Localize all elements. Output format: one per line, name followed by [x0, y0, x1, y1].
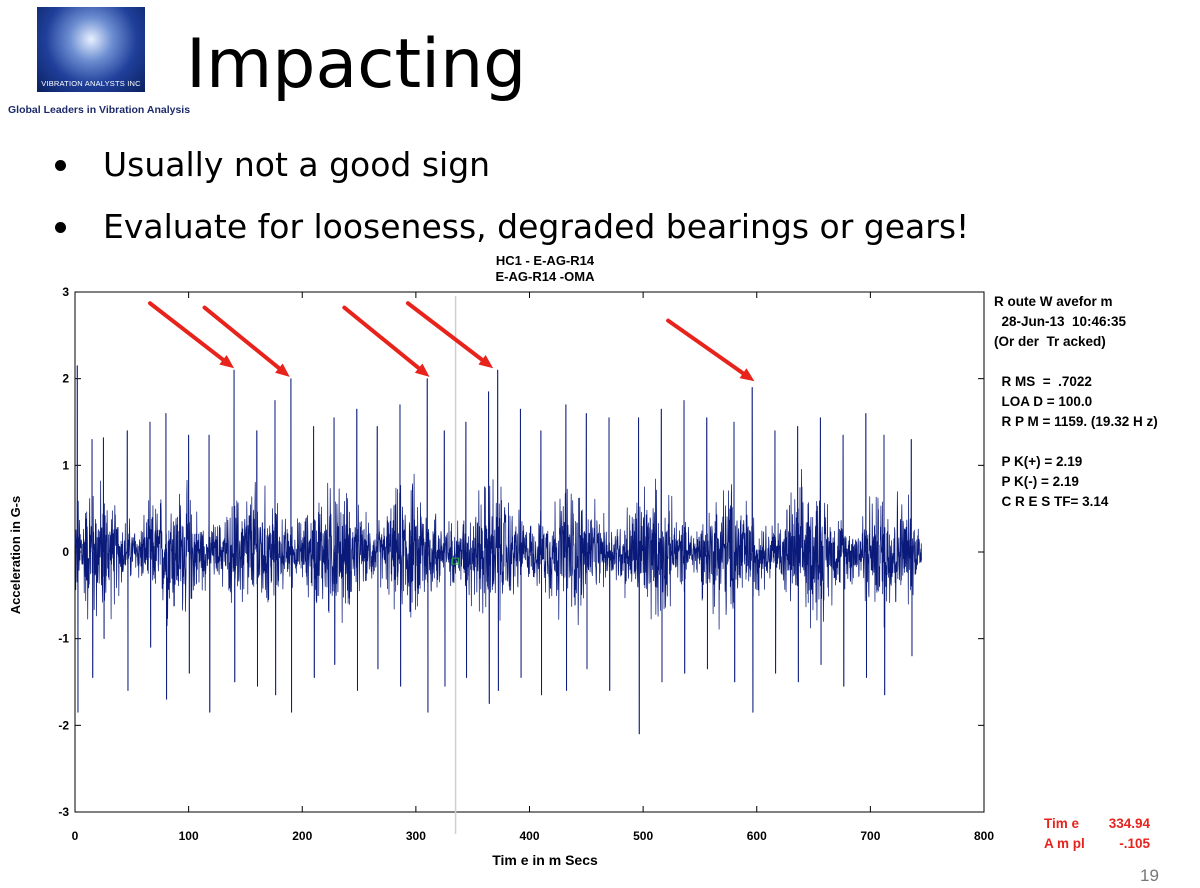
arrow-shaft	[342, 305, 421, 371]
chart-title-line: E-AG-R14 -OMA	[496, 269, 596, 284]
y-tick-label: 3	[62, 285, 69, 299]
x-tick-label: 600	[747, 829, 767, 843]
x-tick-label: 800	[974, 829, 994, 843]
y-tick-label: 1	[62, 458, 69, 472]
bullet-dot-icon	[55, 222, 66, 233]
y-axis-label: Acceleration in G-s	[8, 496, 23, 614]
arrow-head	[739, 368, 755, 382]
y-tick-label: -1	[58, 632, 69, 646]
slide-title: Impacting	[186, 25, 527, 104]
y-tick-label: 0	[62, 545, 69, 559]
chart-title-line: HC1 - E-AG-R14	[496, 253, 595, 268]
y-tick-label: 2	[62, 372, 69, 386]
arrow-head	[275, 363, 290, 377]
y-tick-label: -2	[58, 718, 69, 732]
cursor-readout-label: Tim e	[1044, 816, 1080, 831]
info-panel-line: (Or der Tr acked)	[994, 334, 1106, 349]
arrow-shaft	[666, 318, 746, 376]
y-axis: 3 2 1 0 -1 -2 -3	[58, 285, 984, 819]
red-arrow-icon	[147, 301, 235, 369]
info-panel-line: P K(+) = 2.19	[994, 454, 1082, 469]
impact-arrows	[147, 301, 755, 382]
x-tick-label: 300	[406, 829, 426, 843]
info-panel-line: R P M = 1159. (19.32 H z)	[994, 414, 1158, 429]
x-tick-label: 0	[72, 829, 79, 843]
x-tick-label: 200	[292, 829, 312, 843]
bullet-text: Usually not a good sign	[103, 145, 491, 184]
info-panel: R oute W avefor m 28-Jun-13 10:46:35 (Or …	[994, 294, 1158, 509]
arrow-head	[478, 355, 494, 369]
x-tick-label: 400	[519, 829, 539, 843]
info-panel-line: LOA D = 100.0	[994, 394, 1092, 409]
red-arrow-icon	[666, 318, 755, 382]
bullet-text: Evaluate for looseness, degraded bearing…	[103, 207, 970, 246]
arrow-head	[219, 354, 235, 369]
info-panel-line: R oute W avefor m	[994, 294, 1113, 309]
red-arrow-icon	[342, 305, 430, 377]
logo-name: VIBRATION ANALYSTS INC	[41, 79, 141, 88]
cursor-readout-value: -.105	[1119, 836, 1150, 851]
x-tick-label: 100	[179, 829, 199, 843]
arrow-head	[414, 363, 430, 377]
x-axis: 0 100 200 300 400 500 600 700 800	[72, 292, 994, 843]
cursor-marker	[452, 557, 460, 565]
page-number: 19	[1140, 866, 1159, 885]
info-panel-line: R MS = .7022	[994, 374, 1092, 389]
bullet-dot-icon	[55, 160, 66, 171]
arrow-shaft	[405, 301, 485, 362]
y-tick-label: -3	[58, 805, 69, 819]
red-arrow-icon	[405, 301, 494, 369]
cursor-readout-label: A m pl	[1044, 836, 1085, 851]
x-tick-label: 700	[860, 829, 880, 843]
info-panel-line: P K(-) = 2.19	[994, 474, 1079, 489]
company-logo: VIBRATION ANALYSTS INC	[37, 7, 145, 92]
red-arrow-icon	[202, 305, 290, 377]
info-panel-line: C R E S TF= 3.14	[994, 494, 1109, 509]
x-tick-label: 500	[633, 829, 653, 843]
x-axis-label: Tim e in m Secs	[492, 852, 598, 868]
company-tagline: Global Leaders in Vibration Analysis	[8, 104, 191, 116]
arrow-shaft	[202, 305, 281, 371]
arrow-shaft	[147, 301, 225, 362]
cursor-readout-value: 334.94	[1109, 816, 1151, 831]
cursor-readout: Tim e 334.94 A m pl -.105	[1044, 816, 1150, 851]
info-panel-line: 28-Jun-13 10:46:35	[994, 314, 1127, 329]
peak-markers	[76, 365, 913, 734]
